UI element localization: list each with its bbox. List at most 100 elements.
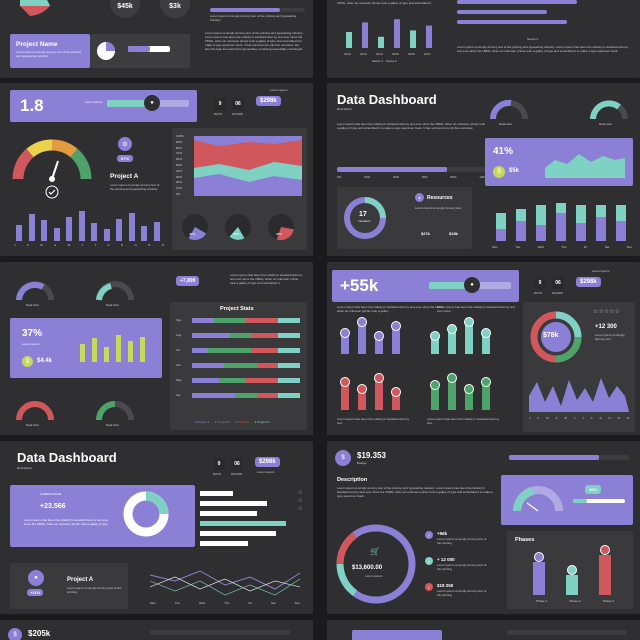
ring-chart bbox=[530, 311, 582, 363]
month-label-2-8: S bbox=[599, 416, 602, 420]
stack-bar-a-6 bbox=[616, 221, 626, 241]
month-bar-8 bbox=[116, 218, 122, 241]
ring-center-value: $13,600.00 bbox=[352, 565, 383, 571]
stats-seg-0-2 bbox=[246, 318, 279, 323]
check-icon-1: ✓ bbox=[425, 531, 433, 539]
users-icon: ● bbox=[28, 570, 44, 586]
s6p2-dot-1 bbox=[447, 324, 457, 335]
month-label-7: A bbox=[107, 243, 110, 247]
rating-stars-2: ☆ ☆ ☆ bbox=[298, 490, 303, 512]
header-fill bbox=[107, 100, 151, 107]
hours-label: HOURS bbox=[232, 112, 243, 116]
month-bar-0 bbox=[16, 224, 22, 241]
hbar-chart bbox=[200, 491, 298, 551]
money-value: $5k bbox=[509, 168, 520, 174]
stats-seg-3-1 bbox=[224, 363, 257, 368]
rating-stars: ☆☆☆☆☆ bbox=[593, 309, 620, 315]
stack-bar-a-2 bbox=[536, 225, 546, 241]
check-icon-3: ✓ bbox=[425, 583, 433, 591]
stack-bar-b-6 bbox=[616, 205, 626, 221]
month-bar-4 bbox=[66, 217, 72, 241]
stats-seg-4-1 bbox=[219, 378, 246, 383]
big-55k: +55k bbox=[340, 276, 379, 295]
budget-value: $19.353 bbox=[357, 451, 386, 460]
weekday-label-4: Fri bbox=[583, 245, 588, 249]
dashboard-sub: Description bbox=[337, 107, 353, 111]
s6p2-dot-0 bbox=[430, 331, 440, 341]
weekday-label-5: Sat bbox=[604, 245, 610, 249]
top-right-body: Lorem ipsum is simply dummy text of the … bbox=[457, 45, 629, 53]
budget-r1-sub: Lorem ipsum is simply dummy text of the … bbox=[437, 537, 487, 545]
resources-panel: 17 members ● Resources Lorem ipsum is si… bbox=[337, 187, 472, 249]
legend-series: Series 1 · Series 2 bbox=[372, 59, 397, 63]
pct-label-3: 70% bbox=[176, 151, 183, 156]
pct-badge-value: 67% bbox=[121, 156, 130, 161]
s6p1-dot-3 bbox=[391, 320, 401, 331]
stat-circle-1: $45k bbox=[110, 0, 140, 18]
project-name-box: Project Name Lorem ipsum is simply dummy… bbox=[10, 34, 90, 68]
phase-bar-2 bbox=[599, 555, 611, 595]
month-label-10: N bbox=[148, 243, 151, 247]
description-body: Lorem ipsum is simply dummy text of the … bbox=[337, 486, 494, 498]
top-left-body: Lorem ipsum is simply dummy text of the … bbox=[205, 31, 304, 51]
s6p2-bar-1 bbox=[448, 330, 456, 354]
hours-number-3: 06 bbox=[231, 458, 243, 470]
stats-seg-0-3 bbox=[278, 318, 300, 323]
donut-panel: $78k ☆☆☆☆☆ +12 300 Lorem ipsum is simply… bbox=[523, 302, 635, 432]
stat-pct: 37% bbox=[22, 328, 43, 339]
check-icon-2: ✓ bbox=[425, 557, 433, 565]
money-pill: $298k bbox=[256, 96, 281, 106]
s6p4-dot-3 bbox=[481, 376, 491, 387]
gauge-box: 20% bbox=[501, 475, 633, 525]
dollar-icon: $ bbox=[335, 450, 351, 466]
mini-fill bbox=[128, 46, 150, 52]
phase-label-2: Phase 3 bbox=[602, 599, 614, 603]
month-label-2-3: A bbox=[555, 416, 558, 420]
month-label-2-2: M bbox=[546, 416, 549, 420]
month-label-2-6: J bbox=[582, 416, 584, 420]
weekday-label-2: Wed bbox=[537, 245, 544, 249]
hbar-2 bbox=[200, 511, 257, 516]
project-stats-panel: Project Stats Sep Aug Jul Jun May Apr ● Proje… bbox=[170, 302, 307, 430]
pct-value: +11% bbox=[30, 590, 41, 595]
month-label-2-11: D bbox=[626, 416, 629, 420]
month-bar-6 bbox=[91, 223, 97, 241]
stats-seg-3-2 bbox=[256, 363, 279, 368]
month-bar-10 bbox=[141, 226, 147, 241]
stack-bar-a-3 bbox=[556, 213, 566, 241]
pct-label-1: 90% bbox=[176, 139, 183, 144]
money-pill-3: $298k bbox=[255, 457, 280, 467]
55k-foot: Lorem ipsum has been the industry's stan… bbox=[337, 417, 410, 425]
project-a-sub: Lorem ipsum is simply dummy text of the … bbox=[110, 183, 160, 191]
days-number-3: 9 bbox=[213, 458, 225, 470]
plus-value-3: +23.566 bbox=[40, 503, 66, 510]
stack-bar-b-0 bbox=[496, 213, 506, 229]
lime-bars bbox=[80, 332, 152, 362]
lime-bar-5 bbox=[140, 336, 145, 362]
description-title: Description bbox=[337, 477, 368, 483]
plus-value: +7,899 bbox=[180, 278, 196, 284]
team-icon: ● bbox=[415, 193, 424, 202]
resources-sub: Lorem ipsum is simply dummy text bbox=[415, 206, 462, 210]
year-bar-0 bbox=[346, 32, 352, 48]
phase-bar-1 bbox=[566, 575, 578, 595]
weekday-label-2-2: Wed bbox=[199, 601, 206, 605]
money-label-3: Lorem ipsum bbox=[257, 470, 275, 474]
gauge-fill bbox=[573, 499, 587, 503]
stats-row-label-1: Aug bbox=[176, 333, 182, 337]
gauge-white bbox=[513, 486, 563, 512]
legend-series-1: Series 1 bbox=[372, 59, 384, 63]
hours-number-2: 06 bbox=[552, 277, 564, 289]
stats-seg-5-1 bbox=[235, 393, 257, 398]
s6p3-dot-0 bbox=[340, 376, 350, 387]
slide-project-stats: Data here Data here +7,899 Lorem ipsum h… bbox=[0, 262, 313, 435]
gauge-pct-pill: 20% bbox=[585, 485, 602, 494]
stat-pct-box: 41% $ $5k bbox=[485, 138, 633, 186]
stats-seg-1-3 bbox=[278, 333, 300, 338]
s6p1-bar-1 bbox=[358, 323, 366, 354]
s6p1-dot-1 bbox=[357, 317, 367, 328]
month-bar-2 bbox=[41, 220, 47, 241]
month-bar-9 bbox=[128, 212, 135, 241]
phases-title: Phases bbox=[515, 537, 535, 543]
55k-foot-2: Lorem ipsum has been the industry's stan… bbox=[427, 417, 500, 425]
